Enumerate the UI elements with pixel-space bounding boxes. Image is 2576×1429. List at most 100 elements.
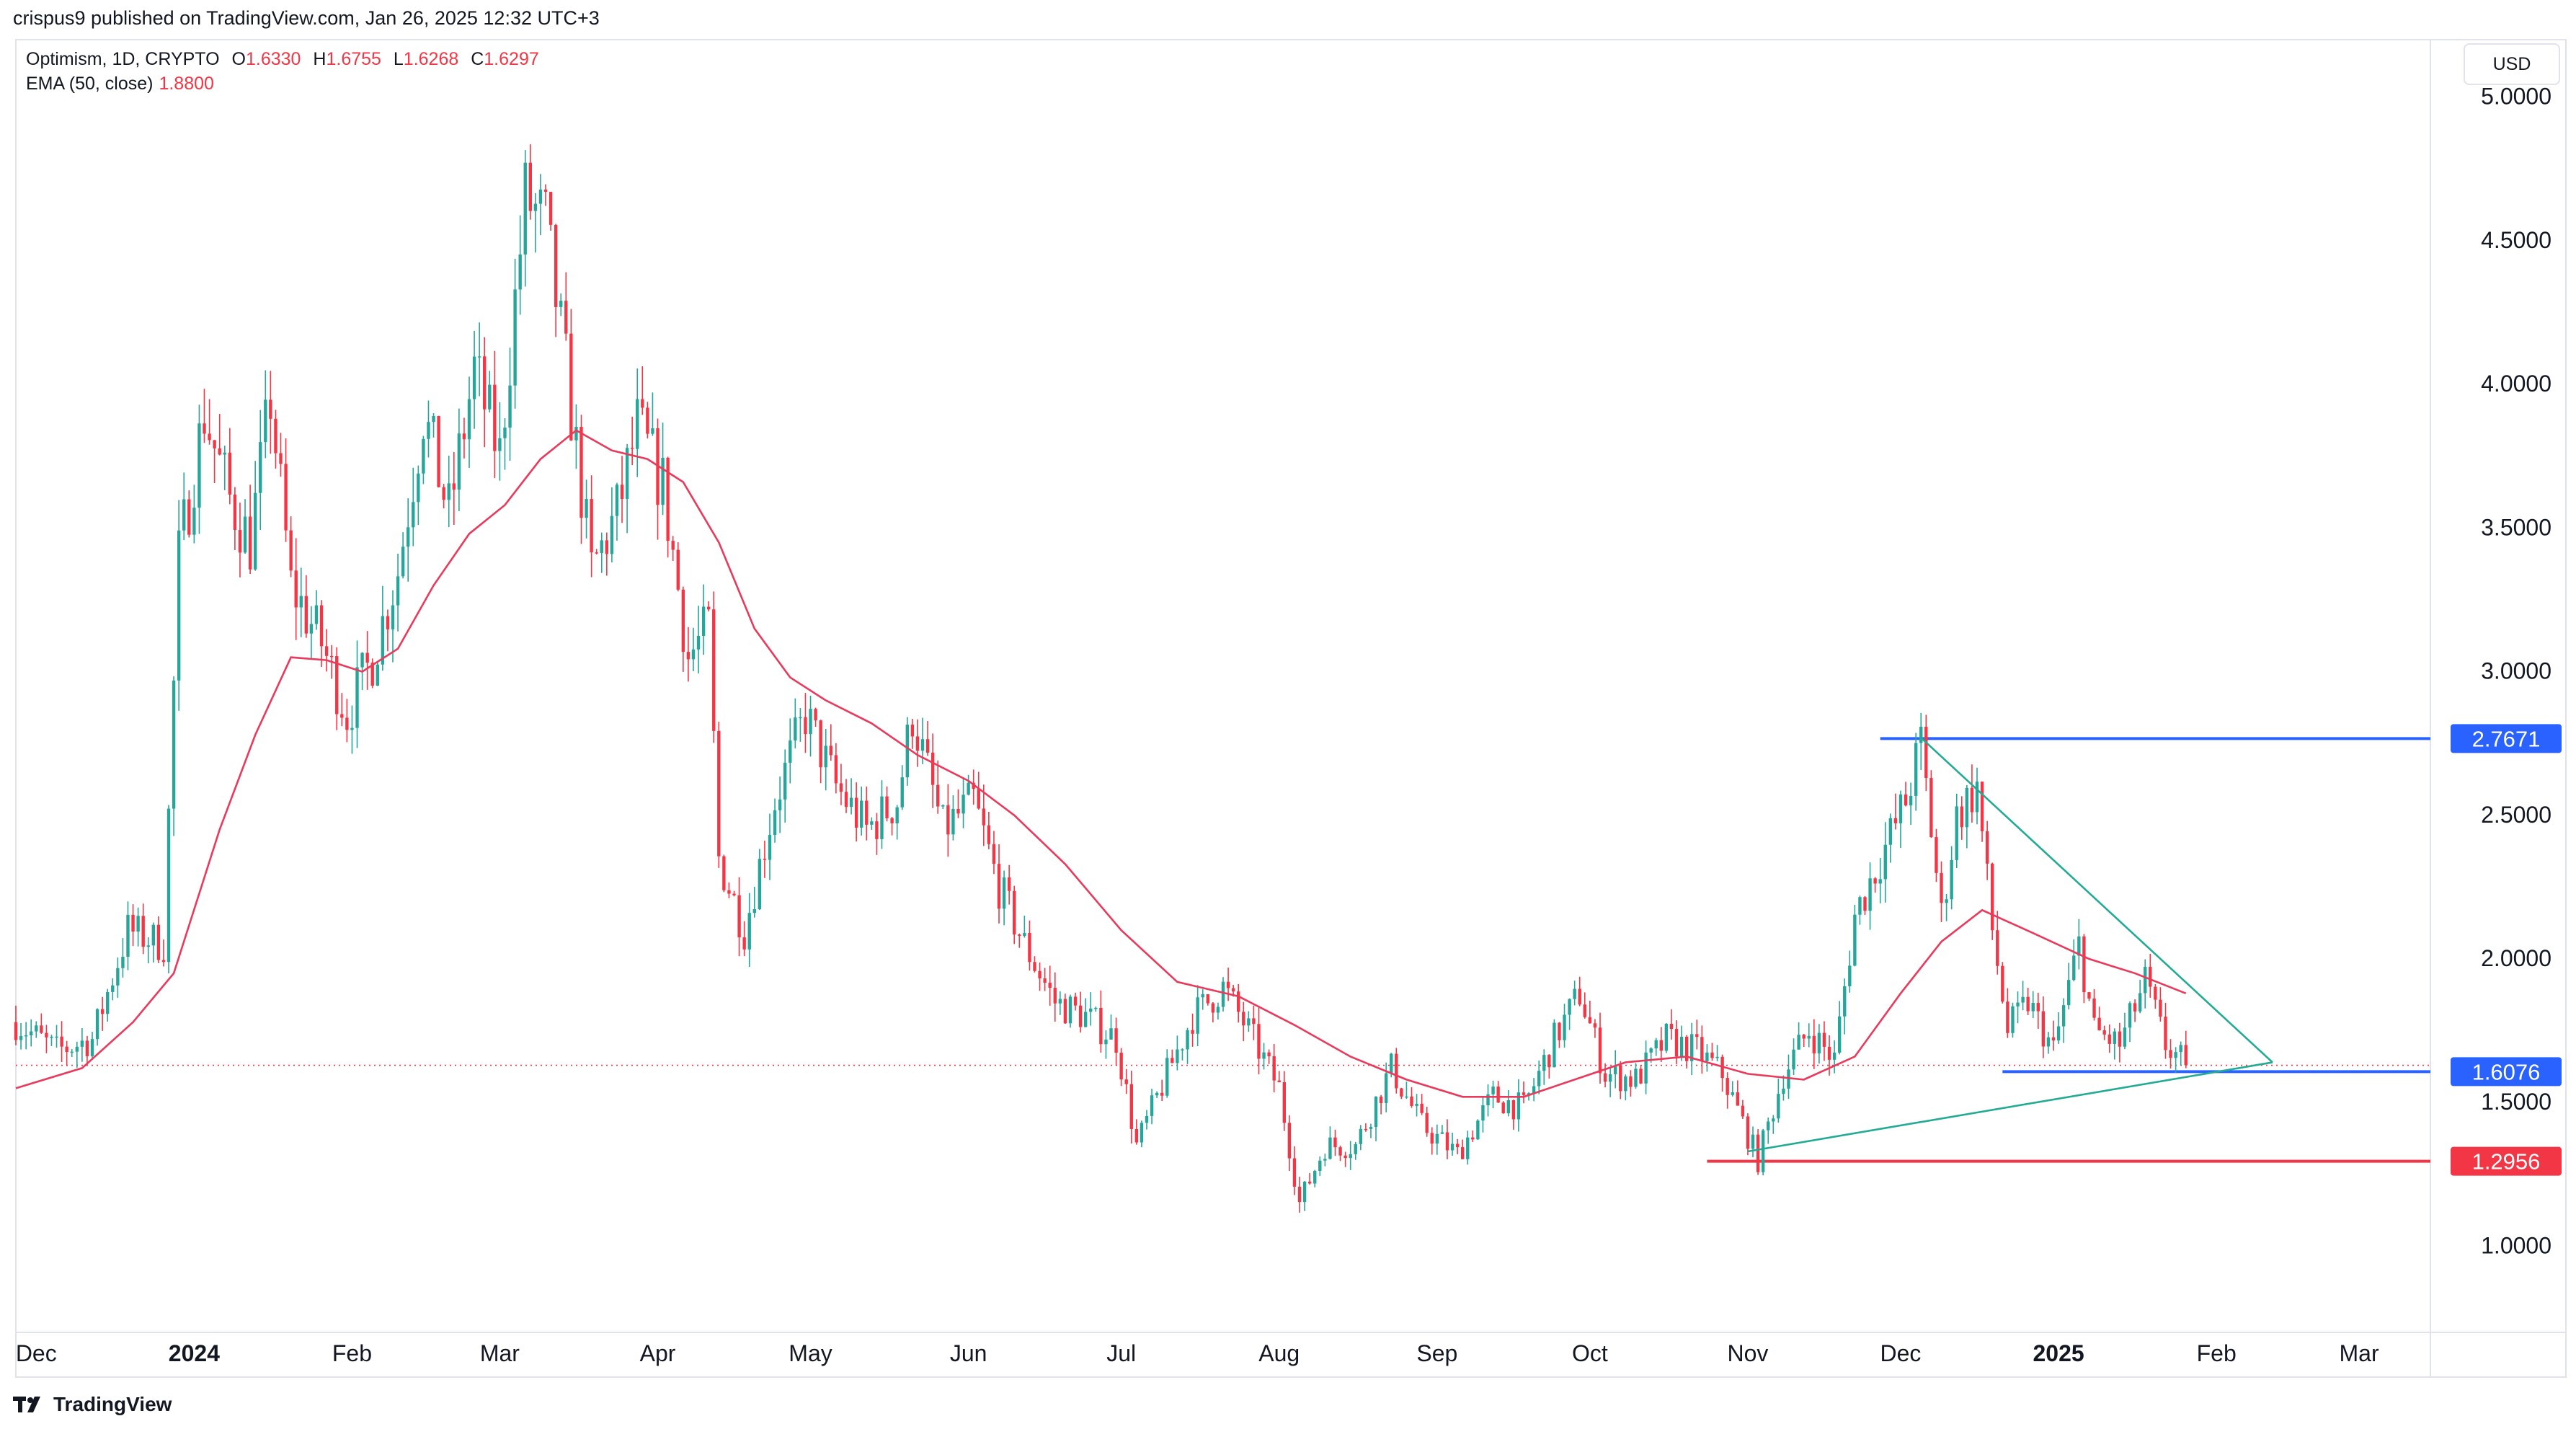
- candle-body: [85, 1040, 89, 1056]
- candle-body: [987, 825, 991, 844]
- candle-body: [1761, 1130, 1765, 1172]
- candle-body: [60, 1036, 63, 1047]
- candle-body: [1405, 1096, 1408, 1098]
- candle-body: [1129, 1084, 1133, 1129]
- ohlc-legend[interactable]: Optimism, 1D, CRYPTO O1.6330 H1.6755 L1.…: [26, 49, 539, 70]
- candle-body: [1318, 1160, 1322, 1172]
- candle-body: [1868, 878, 1872, 911]
- candle-body: [1379, 1097, 1383, 1103]
- candle-body: [19, 1035, 23, 1040]
- candle-body: [1481, 1105, 1485, 1121]
- candle-body: [513, 289, 517, 386]
- candle-body: [2154, 986, 2157, 1000]
- candle-body: [1104, 1039, 1108, 1045]
- candle-body: [1935, 837, 1938, 873]
- candle-body: [997, 864, 1001, 909]
- candle-body: [1247, 1018, 1251, 1026]
- candle-body: [279, 453, 283, 464]
- candle-body: [1094, 1007, 1098, 1009]
- candle-body: [1257, 1024, 1261, 1059]
- tradingview-footer[interactable]: TradingView: [13, 1393, 172, 1416]
- candle-body: [1369, 1127, 1373, 1129]
- ema-label[interactable]: EMA (50, close): [26, 74, 154, 94]
- candle-body: [676, 549, 680, 590]
- candle-body: [925, 739, 930, 753]
- candle-body: [1558, 1022, 1561, 1040]
- x-tick-label: Aug: [1258, 1340, 1300, 1366]
- candle-body: [1893, 818, 1898, 823]
- candle-body: [1410, 1096, 1413, 1106]
- candle-body: [1191, 1030, 1194, 1034]
- candle-body: [946, 805, 950, 835]
- price-level-label: 1.2956: [2472, 1149, 2541, 1174]
- candle-body: [2011, 1006, 2015, 1033]
- candle-body: [1119, 1053, 1123, 1080]
- candle-body: [2026, 996, 2030, 1012]
- candle-body: [345, 717, 349, 730]
- candle-body: [1731, 1092, 1734, 1095]
- candle-body: [625, 448, 629, 499]
- candle-body: [1471, 1137, 1475, 1140]
- candle-body: [783, 762, 787, 800]
- candle-body: [1364, 1128, 1368, 1131]
- candle-body: [350, 727, 354, 730]
- symbol-label[interactable]: Optimism, 1D, CRYPTO: [26, 49, 220, 69]
- candle-body: [1679, 1036, 1684, 1057]
- candle-body: [1945, 899, 1948, 903]
- candle-body: [1307, 1181, 1312, 1184]
- candle-body: [131, 914, 135, 932]
- candle-body: [727, 890, 731, 894]
- candle-body: [223, 452, 226, 455]
- candle-body: [1756, 1134, 1760, 1172]
- candle-body: [1751, 1134, 1755, 1149]
- candle-body: [605, 540, 609, 554]
- candle-body: [789, 740, 792, 763]
- candle-body: [758, 859, 762, 910]
- candle-body: [1593, 1023, 1597, 1028]
- candle-body: [1583, 1004, 1586, 1017]
- candle-body: [666, 457, 670, 541]
- candle-body: [1914, 743, 1918, 796]
- candle-body: [590, 499, 593, 553]
- y-tick-label: 2.0000: [2481, 945, 2551, 971]
- low-label: L: [393, 49, 404, 69]
- candle-body: [569, 333, 573, 441]
- candle-body: [55, 1036, 58, 1038]
- candle-body: [1853, 914, 1857, 966]
- x-tick-label: Feb: [2197, 1340, 2237, 1366]
- candle-body: [1532, 1086, 1536, 1094]
- candle-body: [376, 664, 379, 686]
- candle-body: [661, 457, 665, 505]
- candle-body: [2036, 1003, 2040, 1012]
- candle-body: [1568, 999, 1571, 1015]
- candle-body: [365, 652, 369, 663]
- candle-body: [691, 649, 696, 660]
- candle-body: [559, 301, 563, 307]
- candle-body: [1476, 1120, 1480, 1140]
- price-chart[interactable]: 1.0000 1.5000 2.0000 2.5000 3.0000 3.5000 4.00…: [0, 0, 2576, 1381]
- candle-body: [737, 895, 741, 938]
- candle-body: [1501, 1102, 1505, 1114]
- x-tick-label: Oct: [1572, 1340, 1608, 1366]
- candle-body: [1328, 1137, 1332, 1159]
- candle-body: [1878, 879, 1882, 884]
- candle-body: [324, 646, 329, 656]
- x-tick-label: Sep: [1416, 1340, 1457, 1366]
- candle-body: [488, 384, 492, 410]
- ema-legend[interactable]: EMA (50, close) 1.8800: [26, 74, 214, 94]
- candle-body: [437, 415, 440, 487]
- candle-body: [1384, 1073, 1388, 1103]
- candle-body: [319, 605, 324, 647]
- candle-body: [1028, 933, 1031, 963]
- candle-body: [1114, 1028, 1118, 1053]
- candle-body: [773, 810, 777, 836]
- y-tick-label: 1.0000: [2481, 1232, 2551, 1258]
- candle-body: [2179, 1045, 2182, 1053]
- candle-body: [1715, 1056, 1719, 1058]
- candle-body: [1206, 994, 1209, 1004]
- candle-body: [2138, 993, 2142, 1012]
- candle-body: [1772, 1118, 1775, 1122]
- candle-body: [2123, 1027, 2127, 1047]
- currency-button[interactable]: USD: [2464, 43, 2560, 85]
- candle-body: [1349, 1154, 1352, 1159]
